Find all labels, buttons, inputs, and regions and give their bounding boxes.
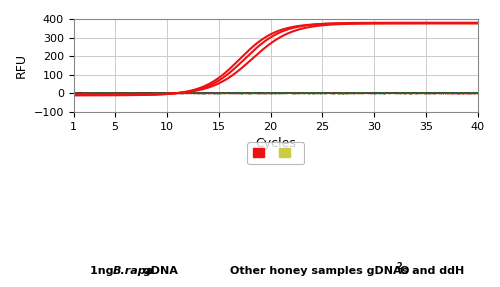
X-axis label: Cycles: Cycles <box>256 137 296 150</box>
Text: B.rapa: B.rapa <box>112 266 154 276</box>
Text: gDNA: gDNA <box>139 266 178 276</box>
Y-axis label: RFU: RFU <box>15 53 28 78</box>
Legend: , : , <box>248 142 304 164</box>
Text: Other honey samples gDNAs and ddH: Other honey samples gDNAs and ddH <box>230 266 464 276</box>
Text: 1ng: 1ng <box>90 266 118 276</box>
Text: O: O <box>400 266 409 276</box>
Text: 2: 2 <box>396 262 402 271</box>
